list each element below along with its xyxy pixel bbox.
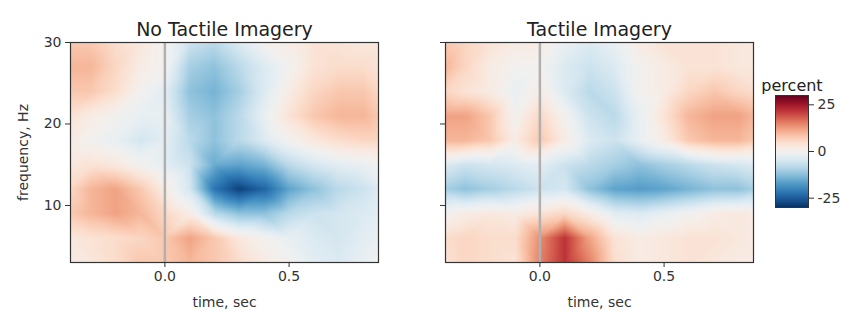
svg-text:10: 10 bbox=[44, 197, 62, 213]
svg-text:time, sec: time, sec bbox=[567, 294, 631, 310]
svg-text:frequency, Hz: frequency, Hz bbox=[15, 104, 31, 201]
svg-text:time, sec: time, sec bbox=[192, 294, 256, 310]
svg-text:30: 30 bbox=[44, 34, 62, 50]
svg-text:20: 20 bbox=[44, 115, 62, 131]
svg-text:25: 25 bbox=[818, 96, 836, 112]
svg-text:0.0: 0.0 bbox=[154, 268, 176, 284]
svg-text:No Tactile Imagery: No Tactile Imagery bbox=[136, 18, 313, 40]
svg-text:0.5: 0.5 bbox=[653, 268, 675, 284]
svg-text:0.0: 0.0 bbox=[529, 268, 551, 284]
svg-text:0.5: 0.5 bbox=[278, 268, 300, 284]
svg-text:percent: percent bbox=[761, 76, 822, 95]
svg-text:-25: -25 bbox=[818, 190, 841, 206]
svg-text:Tactile Imagery: Tactile Imagery bbox=[526, 18, 672, 40]
svg-text:0: 0 bbox=[818, 143, 827, 159]
